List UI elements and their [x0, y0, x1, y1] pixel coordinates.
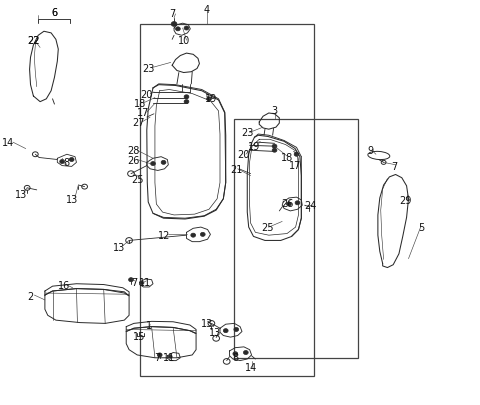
Bar	[140, 25, 314, 376]
Text: 22: 22	[27, 36, 40, 46]
Text: 14: 14	[2, 138, 15, 148]
Text: 4: 4	[204, 4, 210, 15]
Text: 15: 15	[132, 331, 145, 341]
Text: 13: 13	[113, 242, 126, 252]
Circle shape	[184, 96, 189, 100]
Text: 25: 25	[131, 174, 144, 184]
Text: 13: 13	[209, 328, 221, 337]
Text: 29: 29	[399, 196, 411, 205]
Circle shape	[184, 27, 189, 31]
Text: 18: 18	[281, 152, 293, 162]
Circle shape	[157, 353, 162, 357]
Text: 23: 23	[142, 64, 155, 73]
Text: 8: 8	[64, 158, 70, 168]
Text: 26: 26	[281, 198, 293, 208]
Text: 7: 7	[155, 352, 161, 362]
Text: 12: 12	[158, 230, 171, 241]
Text: 11: 11	[163, 352, 175, 362]
Circle shape	[272, 145, 277, 149]
Circle shape	[206, 98, 211, 102]
Text: 3: 3	[272, 105, 277, 115]
Circle shape	[243, 351, 248, 355]
Text: 24: 24	[305, 201, 317, 211]
Text: 13: 13	[66, 194, 78, 204]
Text: 23: 23	[241, 128, 253, 138]
Text: 2: 2	[27, 291, 34, 301]
Text: 7: 7	[169, 9, 175, 19]
Text: 7: 7	[131, 277, 137, 288]
Text: 28: 28	[128, 146, 140, 156]
Circle shape	[140, 281, 144, 285]
Circle shape	[184, 100, 189, 104]
Circle shape	[223, 329, 228, 333]
Text: 14: 14	[244, 362, 257, 372]
Text: 1: 1	[146, 321, 152, 330]
Text: 16: 16	[58, 280, 70, 290]
Text: 22: 22	[27, 36, 40, 46]
Text: 20: 20	[141, 90, 153, 99]
Text: 11: 11	[139, 277, 152, 288]
Circle shape	[295, 201, 300, 205]
Text: 6: 6	[51, 8, 58, 18]
Circle shape	[200, 233, 205, 237]
Text: 13: 13	[15, 190, 27, 199]
Circle shape	[272, 149, 277, 153]
Bar	[234, 120, 358, 358]
Circle shape	[287, 202, 291, 207]
Text: 8: 8	[232, 352, 239, 362]
Text: 18: 18	[133, 99, 146, 109]
Circle shape	[168, 355, 172, 358]
Circle shape	[176, 28, 180, 32]
Text: 7: 7	[391, 161, 397, 171]
Circle shape	[151, 162, 156, 166]
Text: 6: 6	[51, 8, 58, 18]
Text: 5: 5	[418, 222, 424, 232]
Text: 17: 17	[289, 160, 301, 171]
Text: 10: 10	[178, 36, 190, 46]
Text: 17: 17	[137, 108, 150, 118]
Text: 20: 20	[238, 150, 250, 160]
Text: 21: 21	[230, 164, 242, 175]
Circle shape	[69, 158, 74, 162]
Text: 27: 27	[132, 117, 145, 128]
Text: 19: 19	[205, 94, 217, 103]
Text: 25: 25	[262, 222, 274, 232]
Text: 13: 13	[201, 318, 213, 328]
Circle shape	[233, 352, 238, 356]
Text: 26: 26	[128, 155, 140, 165]
Text: 19: 19	[248, 142, 261, 152]
Circle shape	[161, 161, 166, 165]
Circle shape	[60, 160, 64, 164]
Circle shape	[234, 328, 239, 332]
Circle shape	[171, 23, 177, 27]
Circle shape	[294, 153, 299, 157]
Text: 9: 9	[367, 146, 373, 156]
Circle shape	[129, 278, 133, 282]
Circle shape	[191, 234, 195, 238]
